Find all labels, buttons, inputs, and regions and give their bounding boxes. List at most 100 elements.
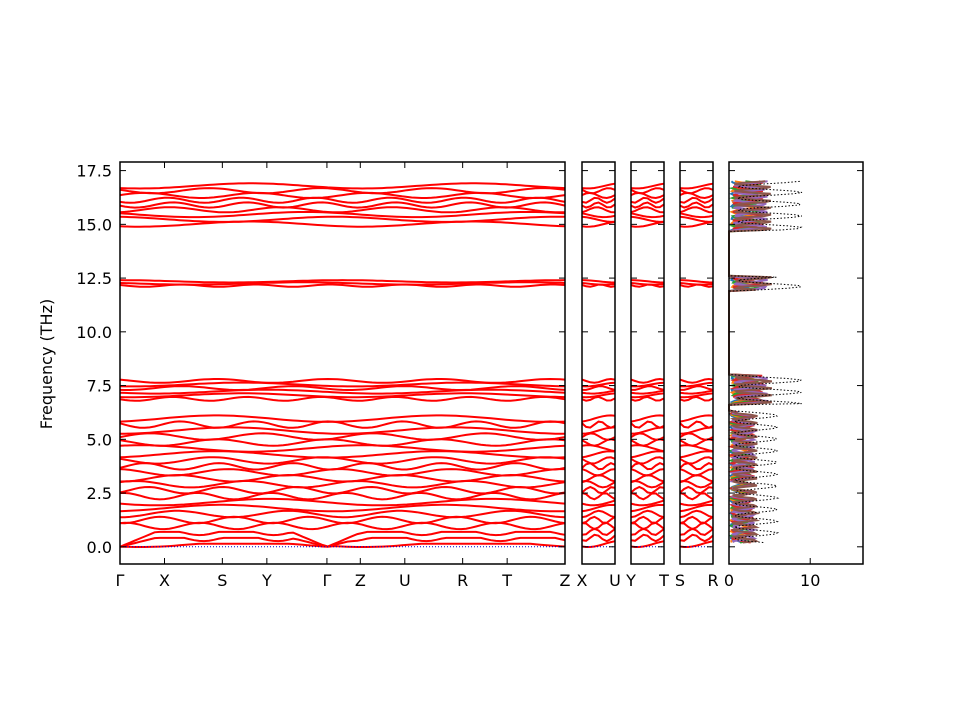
band-line bbox=[679, 533, 714, 543]
y-axis-label: Frequency (THz) bbox=[37, 299, 56, 429]
band-line bbox=[680, 385, 714, 391]
band-line bbox=[630, 389, 665, 395]
band-line bbox=[630, 503, 665, 513]
band-line bbox=[631, 385, 665, 391]
band-line bbox=[630, 479, 665, 489]
band-line bbox=[119, 530, 566, 548]
band-line bbox=[581, 521, 616, 531]
y-tick-label: 0.0 bbox=[87, 538, 112, 557]
band-line bbox=[581, 468, 616, 477]
x-tick-label: T bbox=[658, 571, 669, 590]
band-line bbox=[119, 456, 566, 465]
x-tick-label: Y bbox=[625, 571, 636, 590]
band-line bbox=[581, 456, 616, 465]
band-panel-frame bbox=[630, 161, 665, 565]
band-line bbox=[630, 533, 665, 543]
band-line bbox=[679, 206, 714, 214]
band-line bbox=[679, 420, 714, 429]
band-line bbox=[679, 377, 714, 384]
y-tick-label: 15.0 bbox=[76, 215, 112, 234]
band-line bbox=[679, 395, 714, 402]
x-tick-label: R bbox=[457, 571, 468, 590]
band-line bbox=[119, 201, 566, 209]
band-line bbox=[630, 279, 665, 284]
band-line bbox=[581, 479, 616, 489]
band-line bbox=[679, 444, 714, 453]
band-line bbox=[581, 450, 616, 459]
band-line bbox=[630, 182, 665, 190]
band-line bbox=[679, 540, 714, 548]
band-line bbox=[679, 215, 714, 223]
y-tick-label: 17.5 bbox=[76, 162, 112, 181]
band-line bbox=[630, 444, 665, 453]
band-line bbox=[119, 196, 566, 204]
band-line bbox=[119, 468, 565, 477]
band-line bbox=[630, 196, 665, 204]
band-line bbox=[581, 220, 616, 228]
band-line bbox=[119, 432, 566, 441]
band-line bbox=[679, 191, 714, 200]
band-line bbox=[581, 206, 616, 214]
axes-frames-layer bbox=[119, 161, 864, 565]
band-line bbox=[630, 392, 665, 399]
band-line bbox=[679, 450, 714, 459]
band-line bbox=[581, 191, 616, 200]
dos-lines-layer bbox=[727, 180, 803, 544]
band-line bbox=[581, 527, 616, 536]
x-tick-label: Y bbox=[261, 571, 272, 590]
band-line bbox=[119, 497, 566, 507]
band-line bbox=[581, 215, 616, 223]
band-line bbox=[581, 492, 616, 501]
band-line bbox=[581, 509, 616, 519]
band-line bbox=[581, 540, 616, 548]
band-line bbox=[630, 381, 665, 388]
band-lines-layer bbox=[119, 182, 714, 548]
ticks-layer bbox=[119, 162, 863, 564]
band-line bbox=[679, 515, 714, 525]
band-line bbox=[581, 485, 616, 495]
band-line bbox=[630, 499, 665, 507]
dos-x-tick-label: 0 bbox=[724, 571, 734, 590]
dos-x-tick-label: 10 bbox=[800, 571, 820, 590]
band-line bbox=[630, 206, 665, 214]
band-line bbox=[679, 461, 714, 471]
band-line bbox=[679, 212, 714, 219]
x-tick-label: X bbox=[159, 571, 170, 590]
band-line bbox=[679, 182, 714, 190]
band-line bbox=[679, 279, 714, 284]
band-line bbox=[119, 215, 565, 223]
x-tick-label: Z bbox=[355, 571, 366, 590]
band-line bbox=[581, 420, 616, 429]
dos-total-line bbox=[728, 180, 803, 543]
band-line bbox=[630, 420, 665, 429]
band-line bbox=[120, 509, 566, 519]
band-line bbox=[581, 182, 616, 190]
band-line bbox=[581, 201, 616, 209]
dos-panel-frame bbox=[728, 161, 864, 565]
band-line bbox=[630, 515, 665, 525]
band-line bbox=[119, 503, 565, 513]
y-tick-label: 12.5 bbox=[76, 269, 112, 288]
y-tick-label: 5.0 bbox=[87, 430, 112, 449]
band-line bbox=[119, 377, 566, 384]
x-tick-label: Γ bbox=[322, 571, 331, 590]
band-panel-frame bbox=[679, 161, 714, 565]
band-line bbox=[119, 211, 566, 219]
band-line bbox=[679, 479, 714, 489]
band-line bbox=[581, 533, 616, 543]
x-tick-label: U bbox=[399, 571, 411, 590]
band-line bbox=[119, 182, 566, 190]
band-line bbox=[679, 456, 714, 465]
band-line bbox=[119, 279, 566, 284]
band-line bbox=[630, 485, 665, 495]
band-line bbox=[581, 377, 616, 384]
y-tick-label: 7.5 bbox=[87, 377, 112, 396]
band-line bbox=[119, 420, 566, 429]
band-line bbox=[119, 385, 566, 391]
band-line bbox=[630, 187, 665, 195]
band-line bbox=[630, 540, 665, 548]
band-line bbox=[119, 485, 566, 495]
band-line bbox=[679, 389, 714, 395]
band-panel-frame bbox=[581, 161, 616, 565]
